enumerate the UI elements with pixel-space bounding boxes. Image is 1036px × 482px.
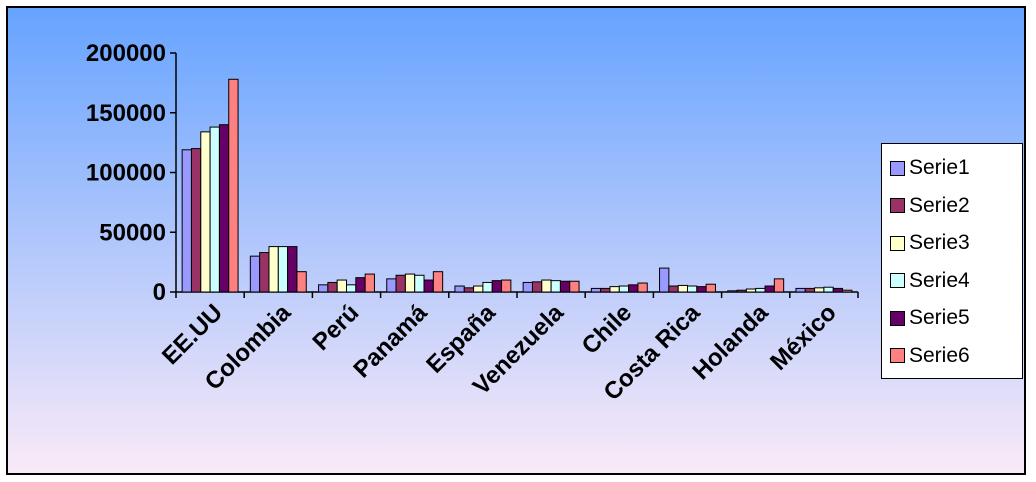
bar-serie5-9 — [832, 287, 844, 293]
bar-serie6-6 — [637, 282, 648, 293]
bar-serie1-9 — [795, 287, 806, 293]
bar-serie4-4 — [482, 281, 493, 293]
bar-serie6-9 — [842, 289, 853, 293]
bar-serie2-0 — [190, 148, 202, 293]
bar-serie2-9 — [804, 287, 816, 293]
bar-serie4-0 — [209, 126, 220, 293]
bar-serie3-2 — [336, 279, 347, 293]
bar-serie6-1 — [296, 271, 307, 293]
bar-serie3-0 — [200, 131, 211, 293]
bar-serie2-4 — [463, 287, 475, 293]
bar-serie5-8 — [764, 285, 775, 293]
bar-serie2-5 — [531, 281, 543, 293]
y-tick-label: 200000 — [86, 40, 166, 67]
bar-serie6-3 — [432, 271, 444, 293]
legend-item: Serie3 — [890, 225, 970, 261]
bar-serie1-6 — [590, 287, 602, 293]
bar-serie1-5 — [522, 281, 533, 293]
legend-item: Serie1 — [890, 150, 970, 186]
legend-label: Serie5 — [909, 306, 970, 329]
bar-serie5-3 — [423, 279, 434, 293]
bar-serie1-1 — [249, 255, 261, 293]
legend-label: Serie1 — [909, 156, 970, 179]
bar-serie5-2 — [355, 277, 366, 293]
bar-serie3-3 — [404, 273, 416, 293]
legend-item: Serie5 — [890, 300, 970, 336]
bar-serie6-7 — [705, 283, 716, 293]
bar-serie2-7 — [668, 285, 679, 293]
bar-serie2-3 — [395, 274, 406, 293]
legend-label: Serie2 — [909, 193, 970, 217]
bar-serie4-3 — [414, 274, 425, 293]
legend-swatch — [890, 198, 905, 213]
bar-serie5-5 — [559, 280, 571, 293]
bar-serie6-2 — [364, 273, 375, 293]
bar-serie6-8 — [773, 278, 785, 293]
bar-serie3-5 — [541, 279, 552, 293]
legend-item: Serie2 — [890, 188, 970, 224]
bar-serie4-9 — [823, 286, 834, 293]
bar-serie4-7 — [687, 285, 698, 293]
legend: Serie1 Serie2 Serie3 Serie4 Serie5 Serie6 — [881, 143, 1023, 379]
bar-serie5-0 — [218, 124, 230, 293]
bar-serie6-5 — [569, 280, 580, 293]
bar-serie1-3 — [386, 278, 397, 293]
bar-serie2-8 — [736, 289, 747, 293]
bar-serie3-1 — [268, 246, 279, 293]
bar-serie2-1 — [259, 252, 270, 293]
bar-serie5-6 — [628, 284, 639, 293]
legend-label: Serie3 — [909, 231, 970, 254]
chart-background — [8, 8, 1024, 473]
legend-swatch — [890, 310, 905, 326]
bar-serie4-5 — [550, 280, 561, 293]
y-tick-label: 50000 — [99, 219, 166, 246]
bar-serie3-6 — [609, 286, 620, 293]
bar-serie3-9 — [814, 287, 825, 293]
bar-serie3-7 — [677, 284, 688, 293]
legend-swatch — [890, 160, 905, 176]
bar-serie2-6 — [600, 287, 611, 293]
bar-serie4-2 — [346, 284, 357, 293]
y-tick-label: 150000 — [86, 100, 166, 127]
bar-serie4-1 — [277, 246, 289, 293]
legend-swatch — [890, 235, 905, 251]
bar-serie3-8 — [745, 288, 757, 293]
y-tick-label: 100000 — [86, 160, 166, 187]
legend-item: Serie6 — [890, 338, 970, 374]
bar-serie1-2 — [318, 284, 329, 293]
bar-serie5-7 — [696, 286, 707, 293]
chart-frame: 0 50000 100000 150000 200000 EE.UU Colombia Per… — [6, 6, 1026, 475]
bar-serie3-4 — [473, 285, 484, 293]
bar-serie5-4 — [491, 280, 503, 293]
y-tick-label: 0 — [153, 279, 166, 306]
legend-swatch — [890, 273, 905, 288]
legend-label: Serie4 — [909, 268, 970, 292]
bar-serie6-0 — [228, 78, 239, 293]
legend-label: Serie6 — [909, 343, 970, 367]
bar-serie6-4 — [501, 279, 512, 293]
bar-serie5-1 — [287, 246, 298, 293]
bar-serie2-2 — [327, 281, 338, 293]
bar-serie4-6 — [618, 285, 630, 293]
bar-serie1-7 — [659, 267, 670, 293]
legend-item: Serie4 — [890, 263, 970, 299]
bar-serie4-8 — [755, 287, 766, 293]
bar-serie1-4 — [454, 285, 465, 293]
bar-serie1-8 — [727, 290, 738, 293]
bar-serie1-0 — [181, 149, 192, 293]
legend-swatch — [890, 348, 905, 363]
